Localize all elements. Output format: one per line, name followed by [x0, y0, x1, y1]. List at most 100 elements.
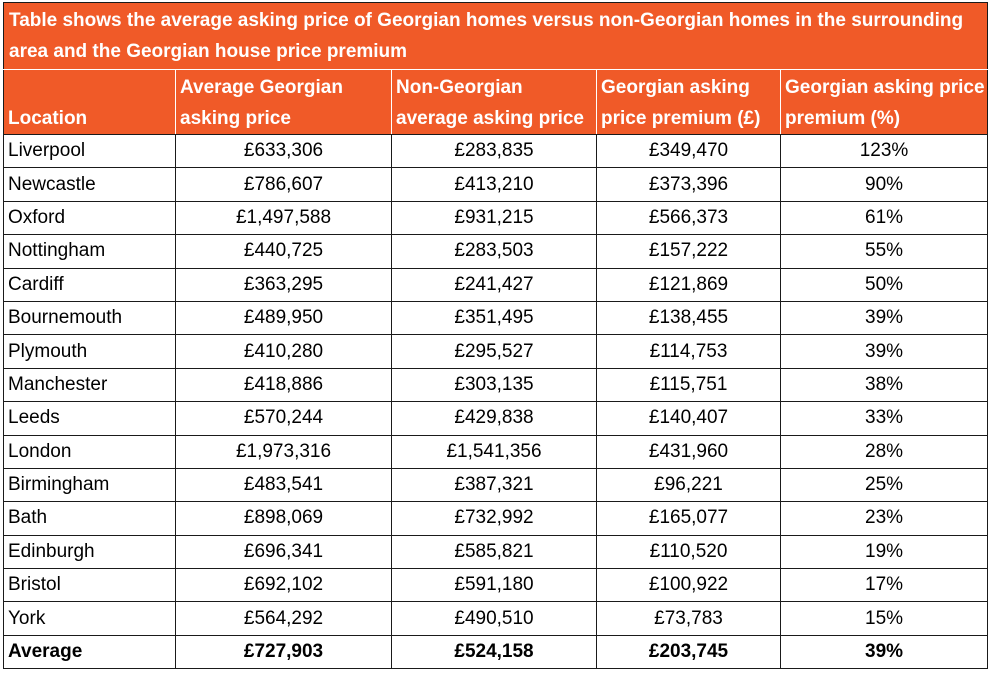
cell-georgian-price: £696,341	[175, 534, 392, 570]
cell-premium-percent: 123%	[779, 133, 989, 169]
table-row: Nottingham £440,725 £283,503 £157,222 55%	[3, 234, 989, 269]
cell-location: Nottingham	[3, 234, 176, 269]
cell-location: Cardiff	[3, 267, 176, 302]
cell-premium-percent: 90%	[779, 167, 989, 202]
table-row: Bath £898,069 £732,992 £165,077 23%	[3, 501, 989, 536]
average-cell-premium-pounds: £203,745	[596, 634, 781, 670]
cell-location: Edinburgh	[3, 534, 176, 570]
cell-premium-pounds: £100,922	[596, 568, 781, 603]
table-row: Cardiff £363,295 £241,427 £121,869 50%	[3, 267, 989, 302]
cell-premium-percent: 28%	[779, 434, 989, 469]
cell-georgian-price: £418,886	[175, 367, 392, 403]
cell-premium-pounds: £165,077	[596, 501, 781, 536]
column-header-premium-pounds: Georgian asking price premium (£)	[596, 69, 781, 135]
cell-georgian-price: £1,973,316	[175, 434, 392, 469]
cell-non-georgian-price: £295,527	[391, 334, 597, 369]
table-row: Edinburgh £696,341 £585,821 £110,520 19%	[3, 534, 989, 570]
cell-non-georgian-price: £732,992	[391, 501, 597, 536]
cell-georgian-price: £692,102	[175, 568, 392, 603]
cell-location: Bournemouth	[3, 300, 176, 336]
average-cell-location: Average	[3, 634, 176, 670]
cell-georgian-price: £633,306	[175, 133, 392, 169]
cell-location: York	[3, 601, 176, 636]
cell-location: Newcastle	[3, 167, 176, 202]
cell-non-georgian-price: £387,321	[391, 467, 597, 503]
table-body: Liverpool £633,306 £283,835 £349,470 123% New…	[3, 133, 989, 670]
cell-location: Oxford	[3, 200, 176, 236]
cell-location: Manchester	[3, 367, 176, 403]
cell-georgian-price: £1,497,588	[175, 200, 392, 236]
cell-georgian-price: £440,725	[175, 234, 392, 269]
cell-premium-percent: 39%	[779, 334, 989, 369]
cell-premium-percent: 55%	[779, 234, 989, 269]
cell-premium-pounds: £114,753	[596, 334, 781, 369]
cell-premium-percent: 23%	[779, 501, 989, 536]
cell-georgian-price: £570,244	[175, 401, 392, 436]
cell-premium-pounds: £115,751	[596, 367, 781, 403]
cell-premium-percent: 17%	[779, 568, 989, 603]
cell-premium-pounds: £73,783	[596, 601, 781, 636]
table-container: Table shows the average asking price of …	[2, 2, 989, 670]
cell-premium-pounds: £349,470	[596, 133, 781, 169]
cell-location: Bristol	[3, 568, 176, 603]
cell-non-georgian-price: £585,821	[391, 534, 597, 570]
cell-premium-percent: 61%	[779, 200, 989, 236]
cell-non-georgian-price: £241,427	[391, 267, 597, 302]
cell-non-georgian-price: £413,210	[391, 167, 597, 202]
cell-non-georgian-price: £490,510	[391, 601, 597, 636]
cell-premium-percent: 15%	[779, 601, 989, 636]
table-row: Oxford £1,497,588 £931,215 £566,373 61%	[3, 200, 989, 236]
cell-non-georgian-price: £429,838	[391, 401, 597, 436]
cell-premium-pounds: £431,960	[596, 434, 781, 469]
table-row: Plymouth £410,280 £295,527 £114,753 39%	[3, 334, 989, 369]
cell-premium-percent: 50%	[779, 267, 989, 302]
cell-georgian-price: £786,607	[175, 167, 392, 202]
cell-georgian-price: £410,280	[175, 334, 392, 369]
average-cell-georgian-price: £727,903	[175, 634, 392, 670]
cell-non-georgian-price: £591,180	[391, 568, 597, 603]
cell-georgian-price: £363,295	[175, 267, 392, 302]
average-cell-premium-percent: 39%	[779, 634, 989, 670]
column-header-georgian-price: Average Georgian asking price	[175, 69, 392, 135]
cell-non-georgian-price: £931,215	[391, 200, 597, 236]
cell-georgian-price: £489,950	[175, 300, 392, 336]
cell-premium-percent: 25%	[779, 467, 989, 503]
cell-non-georgian-price: £1,541,356	[391, 434, 597, 469]
table-title: Table shows the average asking price of …	[2, 2, 989, 70]
column-header-premium-percent: Georgian asking price premium (%)	[779, 69, 989, 135]
table-row: Bournemouth £489,950 £351,495 £138,455 39%	[3, 300, 989, 336]
cell-location: Leeds	[3, 401, 176, 436]
cell-premium-pounds: £566,373	[596, 200, 781, 236]
cell-premium-pounds: £157,222	[596, 234, 781, 269]
cell-location: Liverpool	[3, 133, 176, 169]
average-cell-non-georgian-price: £524,158	[391, 634, 597, 670]
cell-premium-percent: 39%	[779, 300, 989, 336]
table-row: Liverpool £633,306 £283,835 £349,470 123%	[3, 133, 989, 169]
cell-non-georgian-price: £303,135	[391, 367, 597, 403]
column-header-non-georgian-price: Non-Georgian average asking price	[391, 69, 597, 135]
average-row: Average £727,903 £524,158 £203,745 39%	[3, 634, 989, 670]
cell-premium-pounds: £140,407	[596, 401, 781, 436]
table-row: Manchester £418,886 £303,135 £115,751 38%	[3, 367, 989, 403]
cell-location: Bath	[3, 501, 176, 536]
cell-non-georgian-price: £283,835	[391, 133, 597, 169]
table-row: London £1,973,316 £1,541,356 £431,960 28%	[3, 434, 989, 469]
cell-premium-pounds: £110,520	[596, 534, 781, 570]
table-row: Birmingham £483,541 £387,321 £96,221 25%	[3, 467, 989, 503]
georgian-price-table: Table shows the average asking price of …	[2, 2, 989, 670]
table-row: Leeds £570,244 £429,838 £140,407 33%	[3, 401, 989, 436]
table-row: Newcastle £786,607 £413,210 £373,396 90%	[3, 167, 989, 202]
cell-non-georgian-price: £351,495	[391, 300, 597, 336]
cell-location: Birmingham	[3, 467, 176, 503]
table-row: Bristol £692,102 £591,180 £100,922 17%	[3, 568, 989, 603]
cell-georgian-price: £564,292	[175, 601, 392, 636]
cell-georgian-price: £898,069	[175, 501, 392, 536]
cell-premium-pounds: £121,869	[596, 267, 781, 302]
cell-premium-pounds: £96,221	[596, 467, 781, 503]
table-row: York £564,292 £490,510 £73,783 15%	[3, 601, 989, 636]
cell-non-georgian-price: £283,503	[391, 234, 597, 269]
cell-premium-percent: 33%	[779, 401, 989, 436]
cell-georgian-price: £483,541	[175, 467, 392, 503]
cell-location: London	[3, 434, 176, 469]
cell-premium-pounds: £373,396	[596, 167, 781, 202]
